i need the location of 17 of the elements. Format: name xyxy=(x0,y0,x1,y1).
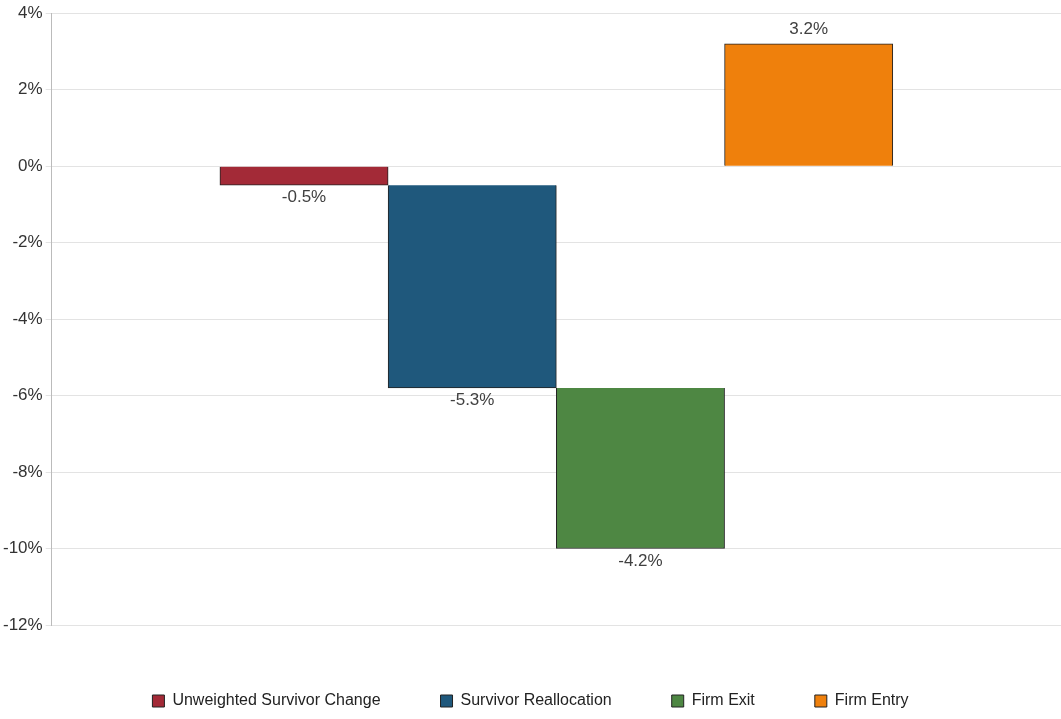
y-tick-label: -10% xyxy=(3,538,43,558)
y-tick-label: 0% xyxy=(18,155,43,175)
y-tick-label: 4% xyxy=(18,2,43,22)
legend-label: Firm Entry xyxy=(834,691,909,709)
y-tick-label: 2% xyxy=(18,79,43,99)
y-tick-label: -12% xyxy=(3,614,43,634)
y-tick-label: -8% xyxy=(12,461,43,481)
y-tick-label: -6% xyxy=(12,385,43,405)
data-label: -4.2% xyxy=(618,550,663,570)
data-label: 3.2% xyxy=(789,18,829,38)
legend-label: Firm Exit xyxy=(691,691,756,709)
legend-label: Unweighted Survivor Change xyxy=(172,691,381,709)
y-tick-label: -4% xyxy=(12,308,43,328)
legend-label: Survivor Reallocation xyxy=(460,691,612,709)
y-tick-label: -2% xyxy=(12,232,43,252)
data-label: -5.3% xyxy=(450,390,495,410)
data-label: -0.5% xyxy=(281,187,327,207)
